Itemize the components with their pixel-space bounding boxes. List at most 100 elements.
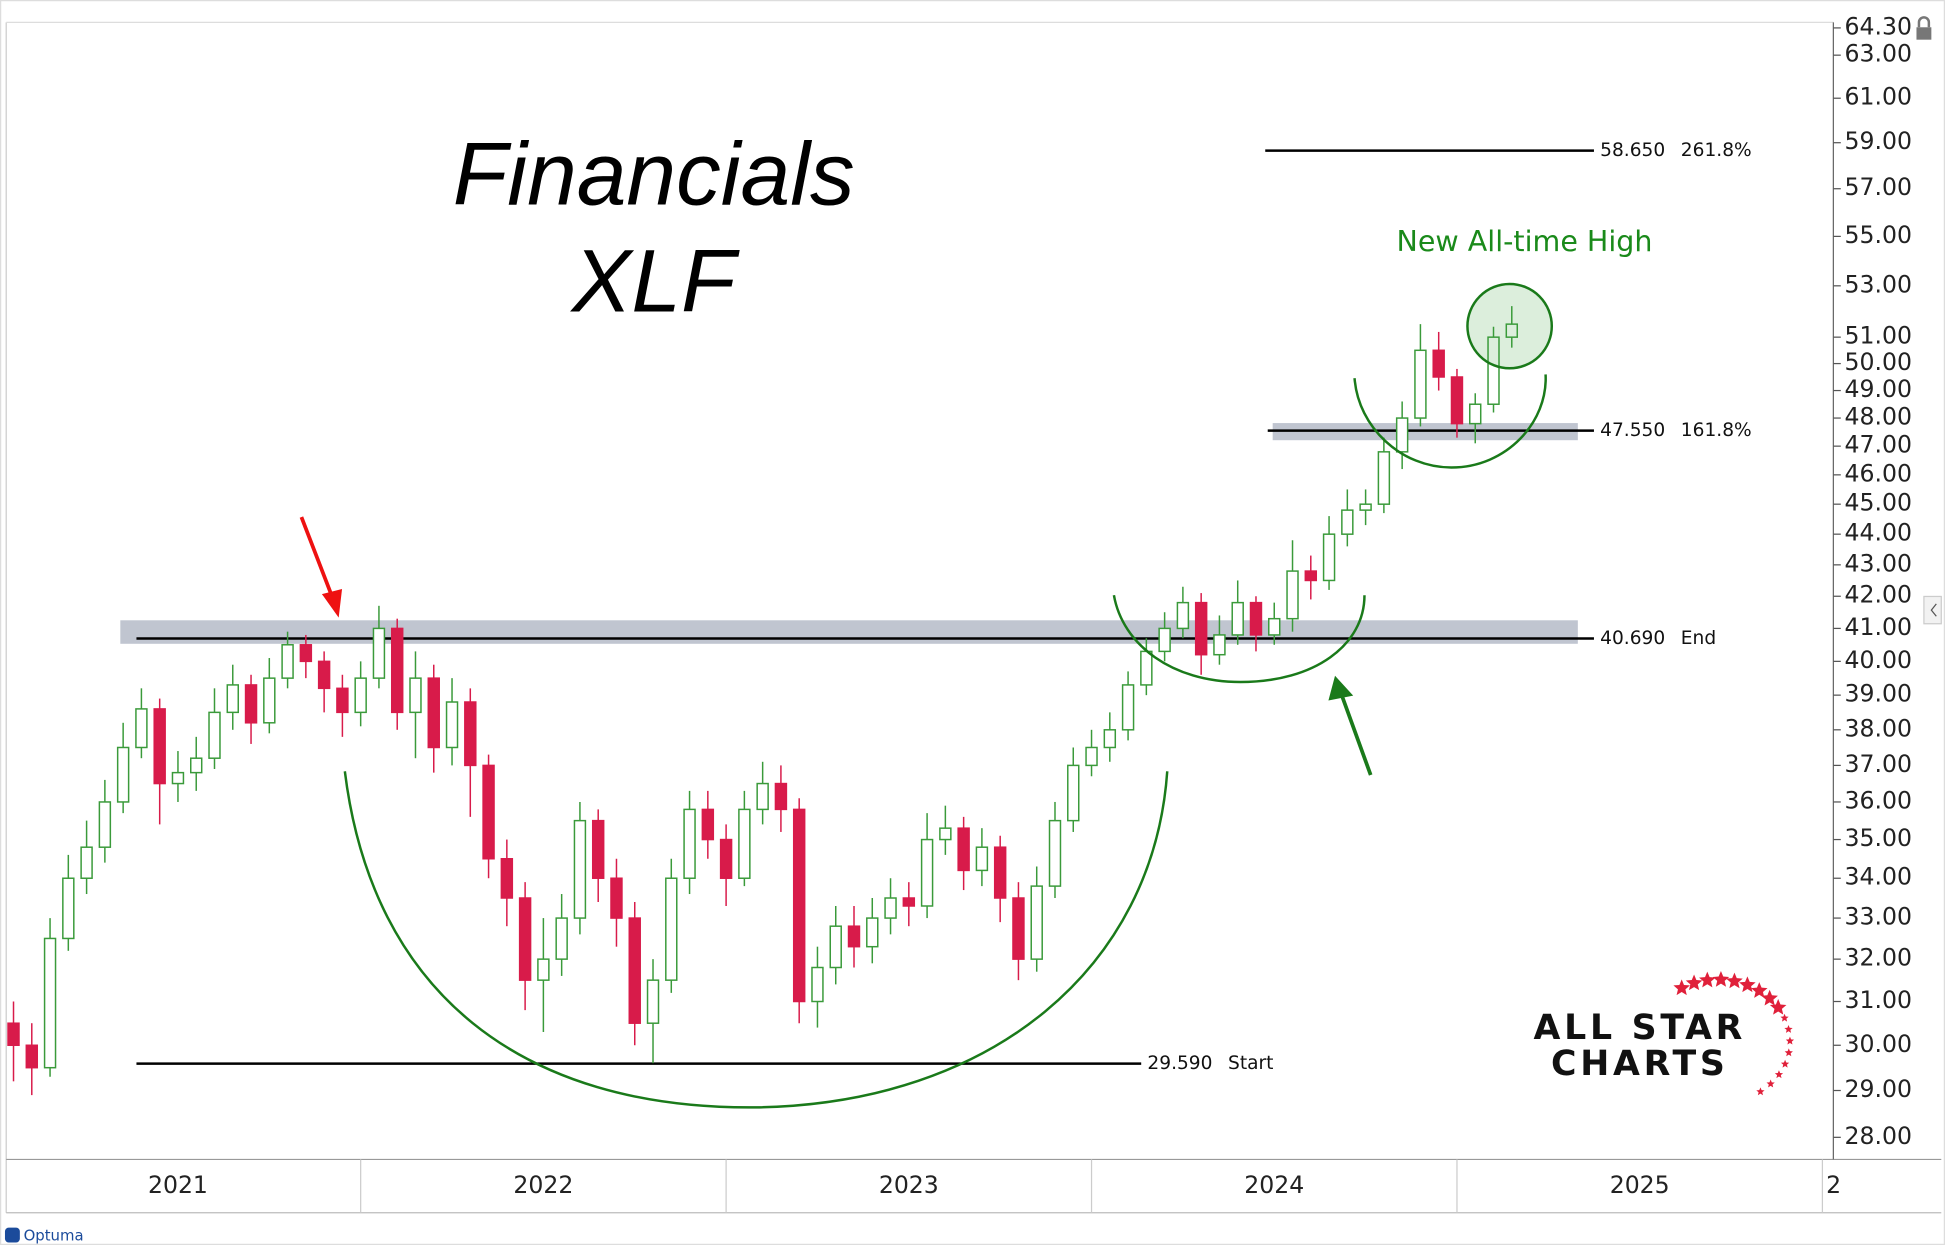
candle-body bbox=[171, 771, 185, 785]
candle-body bbox=[1341, 509, 1354, 535]
candle-body bbox=[226, 684, 239, 714]
candle-body bbox=[1085, 746, 1098, 767]
retest-arc bbox=[1112, 595, 1366, 684]
candle-body bbox=[738, 808, 751, 879]
y-tick-label: 40.00 bbox=[1845, 646, 1912, 674]
candle-body bbox=[135, 708, 148, 749]
y-tick-label: 48.00 bbox=[1845, 403, 1912, 431]
logo-line: CHARTS bbox=[1551, 1044, 1729, 1084]
candle-body bbox=[628, 917, 641, 1024]
y-tick-label: 49.00 bbox=[1845, 375, 1912, 403]
star bbox=[1685, 974, 1703, 991]
candle-body bbox=[482, 764, 495, 860]
candle-body bbox=[518, 897, 532, 981]
candle-body bbox=[25, 1044, 39, 1069]
title: Financials bbox=[453, 124, 855, 224]
star bbox=[1712, 971, 1730, 987]
candle-body bbox=[884, 897, 897, 919]
candle-body bbox=[993, 846, 1007, 899]
y-tick-label: 46.00 bbox=[1845, 459, 1912, 487]
y-tick-label: 53.00 bbox=[1845, 270, 1912, 298]
candle-body bbox=[1121, 684, 1135, 731]
level-label: Start bbox=[1228, 1053, 1273, 1074]
star bbox=[1780, 1059, 1790, 1068]
candle-body bbox=[464, 701, 477, 767]
star bbox=[1774, 1070, 1784, 1079]
candle-body bbox=[719, 838, 733, 879]
candle-body bbox=[975, 846, 989, 872]
candle-body bbox=[1048, 819, 1062, 887]
candle-body bbox=[390, 627, 404, 714]
candle-body bbox=[1012, 897, 1025, 960]
candle-body bbox=[1450, 376, 1464, 425]
candle-body bbox=[1268, 617, 1281, 636]
y-tick-label: 32.00 bbox=[1845, 944, 1912, 972]
star bbox=[1780, 1013, 1789, 1022]
lock-icon[interactable] bbox=[1916, 27, 1932, 40]
candle-body bbox=[372, 627, 386, 679]
y-tick-label: 55.00 bbox=[1845, 221, 1912, 249]
candle-body bbox=[610, 877, 623, 919]
y-tick-label: 63.00 bbox=[1845, 40, 1912, 68]
x-tick-label: 2022 bbox=[513, 1171, 573, 1199]
candle-body bbox=[847, 925, 861, 948]
candle-body bbox=[811, 966, 824, 1003]
candle-body bbox=[354, 677, 367, 714]
candle-body bbox=[153, 708, 166, 785]
candle-body bbox=[1377, 451, 1391, 505]
star bbox=[1756, 1087, 1765, 1096]
red-arrow-head bbox=[321, 589, 343, 618]
x-tick-label: 2023 bbox=[879, 1171, 939, 1199]
side-tab[interactable] bbox=[1923, 595, 1942, 625]
candle-body bbox=[774, 782, 788, 811]
candle-body bbox=[902, 897, 916, 907]
y-tick-label: 50.00 bbox=[1845, 348, 1912, 376]
candle-body bbox=[920, 838, 934, 907]
level-label: End bbox=[1681, 628, 1716, 649]
candle-body bbox=[1487, 336, 1500, 405]
candle-body bbox=[1359, 503, 1372, 511]
star bbox=[1784, 1048, 1793, 1057]
candle-body bbox=[1158, 627, 1171, 653]
star bbox=[1751, 982, 1768, 998]
y-tick-label: 28.00 bbox=[1845, 1122, 1912, 1150]
candle-body bbox=[537, 958, 550, 981]
level-label: 261.8% bbox=[1681, 140, 1752, 161]
y-tick-label: 44.00 bbox=[1845, 519, 1912, 547]
x-tick-label: 2025 bbox=[1610, 1171, 1670, 1199]
side-tab-arrow bbox=[1930, 603, 1937, 617]
candle-body bbox=[116, 746, 130, 803]
candle-body bbox=[1103, 729, 1117, 749]
candle-body bbox=[1140, 650, 1153, 686]
candle-body bbox=[756, 782, 769, 811]
candle-body bbox=[939, 827, 952, 841]
y-tick-label: 45.00 bbox=[1845, 489, 1912, 517]
red-arrow bbox=[299, 516, 337, 605]
x-tick-label: 2021 bbox=[148, 1171, 208, 1199]
level-value: 47.550 bbox=[1600, 420, 1665, 441]
footer: Optuma bbox=[24, 1226, 84, 1244]
star bbox=[1785, 1036, 1795, 1045]
candle-body bbox=[244, 684, 258, 724]
green-arrow-head bbox=[1328, 675, 1354, 701]
star bbox=[1726, 972, 1743, 989]
candle-body bbox=[555, 917, 568, 960]
y-tick-label: 38.00 bbox=[1845, 714, 1912, 742]
star bbox=[1784, 1024, 1793, 1033]
candle-body bbox=[591, 819, 605, 879]
candle-body bbox=[409, 677, 422, 714]
y-tick-label: 34.00 bbox=[1845, 863, 1912, 891]
candle-body bbox=[427, 677, 440, 749]
candle-body bbox=[866, 917, 879, 948]
candle-body bbox=[208, 711, 221, 759]
candle-body bbox=[1176, 601, 1190, 630]
candle-body bbox=[43, 937, 57, 1069]
candle-body bbox=[500, 858, 514, 899]
candle-body bbox=[1322, 533, 1336, 582]
y-tick-label: 33.00 bbox=[1845, 903, 1912, 931]
candle-body bbox=[683, 808, 696, 879]
annotation: New All-time High bbox=[1397, 225, 1653, 258]
y-tick-label: 61.00 bbox=[1845, 83, 1912, 111]
y-tick-label: 42.00 bbox=[1845, 581, 1912, 609]
y-tick-label: 37.00 bbox=[1845, 750, 1912, 778]
